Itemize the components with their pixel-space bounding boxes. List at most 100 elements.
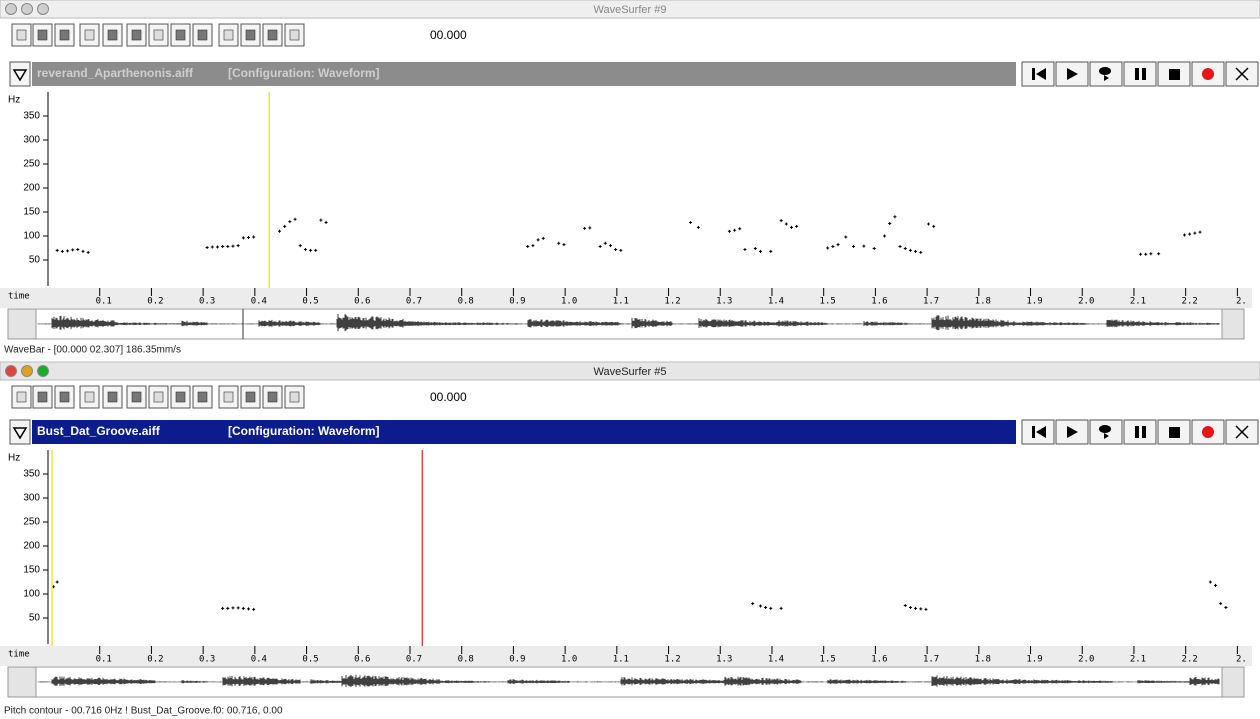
toolbar-icon	[84, 29, 95, 41]
y-axis-label: Hz	[8, 453, 20, 464]
pitch-point	[86, 250, 90, 254]
x-tick-label: 1.7	[923, 655, 939, 665]
pitch-point	[71, 248, 75, 252]
transport-button[interactable]	[1157, 419, 1191, 445]
window-button[interactable]	[37, 3, 49, 15]
y-tick-label: 350	[23, 469, 40, 480]
x-tick-label: 0.4	[251, 297, 267, 307]
pitch-point	[1183, 233, 1186, 237]
y-tick-label: 100	[23, 589, 40, 600]
pane-menu-button[interactable]	[9, 61, 31, 87]
pitch-point	[1144, 252, 1148, 256]
file-header	[32, 62, 1016, 86]
file-name: reverand_Aparthenonis.aiff	[37, 66, 194, 80]
pitch-point	[924, 607, 928, 611]
pitch-point	[795, 224, 799, 228]
x-tick-label: 1.6	[871, 297, 887, 307]
x-tick-label: 1.5	[820, 655, 836, 665]
pitch-point	[76, 247, 80, 251]
pitch-point	[241, 236, 245, 240]
pane-menu-button[interactable]	[9, 419, 31, 445]
window-button[interactable]	[21, 365, 33, 377]
pitch-point	[536, 238, 540, 242]
y-tick-label: 200	[23, 541, 40, 552]
toolbar-icon	[59, 391, 70, 403]
overview-end	[7, 666, 37, 698]
toolbar-icon	[223, 391, 234, 403]
toolbar-icon	[289, 29, 300, 41]
transport-icon	[1135, 426, 1146, 438]
x-tick-label: 0.6	[354, 297, 370, 307]
toolbar-icon	[223, 29, 234, 41]
transport-icon	[1032, 68, 1046, 80]
pitch-point	[1193, 231, 1197, 235]
pitch-point	[303, 247, 307, 251]
y-tick-label: 200	[23, 183, 40, 194]
ruler-ticks: 0.1 0.2 0.3 0.4 0.5 0.6 0.7 0.8 0.9 1.0 1.1 1.2 1.3 1…	[96, 288, 1247, 307]
x-tick-label: 1.8	[975, 297, 991, 307]
transport-icon	[1032, 426, 1046, 438]
pitch-point	[888, 222, 892, 226]
pitch-point	[779, 219, 783, 223]
x-tick-label: 0.9	[509, 655, 525, 665]
pitch-point	[893, 215, 897, 219]
toolbar-icon	[37, 391, 48, 403]
transport-button[interactable]	[1123, 61, 1157, 87]
x-tick-label: 0.4	[251, 655, 267, 665]
overview-end	[1221, 666, 1245, 698]
pitch-point	[247, 235, 251, 239]
x-tick-label: 2.0	[1078, 655, 1094, 665]
pitch-point	[743, 247, 747, 251]
pitch-point	[531, 244, 535, 248]
pitch-point	[583, 226, 587, 230]
x-tick-label: 0.1	[96, 297, 112, 307]
transport-button[interactable]	[1191, 419, 1225, 445]
pitch-point	[1214, 583, 1218, 587]
x-tick-label: 1.8	[975, 655, 991, 665]
transport-icon	[1067, 68, 1078, 80]
window-button[interactable]	[5, 3, 17, 15]
pitch-point	[872, 246, 876, 250]
x-tick-label: 1.9	[1026, 297, 1042, 307]
pitch-point	[588, 226, 592, 230]
x-tick-label: 2.2	[1182, 655, 1198, 665]
x-tick-label: 1.4	[768, 297, 784, 307]
pitch-point	[758, 249, 762, 253]
pitch-point	[252, 607, 256, 611]
pitch-point	[1219, 602, 1223, 606]
pitch-point	[727, 229, 731, 233]
file-name: Bust_Dat_Groove.aiff	[37, 424, 161, 438]
y-tick-label: 300	[23, 493, 40, 504]
toolbar-icon	[153, 29, 164, 41]
toolbar-icon	[37, 29, 48, 41]
pitch-point	[619, 248, 623, 252]
window-button[interactable]	[37, 365, 49, 377]
pitch-point	[231, 244, 235, 248]
pitch-point	[221, 606, 225, 610]
x-tick-label: 1.3	[716, 655, 732, 665]
pitch-point	[779, 606, 783, 610]
pitch-point	[758, 604, 762, 608]
pitch-point	[247, 607, 251, 611]
pitch-point	[908, 248, 912, 252]
transport-button[interactable]	[1123, 419, 1157, 445]
pitch-point	[784, 222, 788, 226]
pitch-point	[226, 245, 230, 249]
pitch-point	[1149, 252, 1153, 256]
toolbar-icon	[16, 391, 27, 403]
x-tick-label: 0.3	[199, 297, 215, 307]
pitch-point	[60, 249, 64, 253]
pitch-point	[283, 224, 287, 228]
record-icon	[1202, 426, 1214, 438]
transport-icon	[1169, 427, 1180, 438]
pitch-point	[831, 245, 835, 249]
pitch-point	[914, 606, 918, 610]
toolbar-icon	[153, 391, 164, 403]
overview-end	[7, 308, 37, 340]
toolbar-icon	[175, 391, 186, 403]
window-button[interactable]	[5, 365, 17, 377]
x-tick-label: 0.9	[509, 297, 525, 307]
window-button[interactable]	[21, 3, 33, 15]
transport-icon	[1099, 67, 1111, 81]
